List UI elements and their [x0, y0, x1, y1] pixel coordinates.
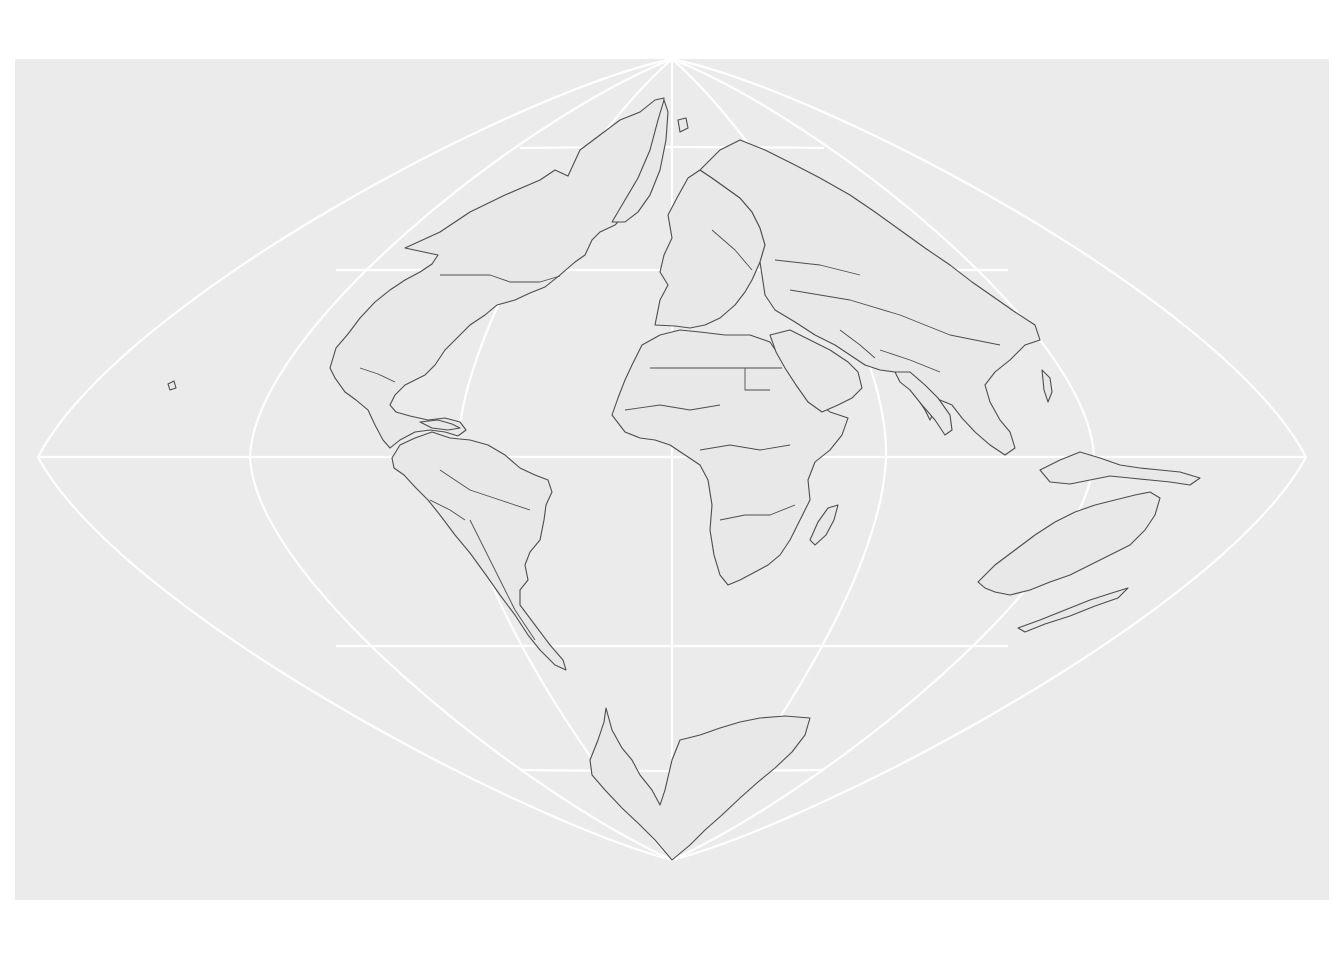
asia — [699, 139, 1041, 456]
border-argentina-chile — [469, 519, 536, 641]
iceland — [677, 117, 689, 133]
border-china-india — [879, 349, 941, 373]
madagascar — [809, 504, 839, 546]
border-canada-usa — [440, 274, 561, 283]
africa — [611, 329, 849, 586]
border-peru-bolivia — [429, 499, 466, 521]
border-iran — [839, 329, 876, 359]
hawaii — [167, 380, 177, 391]
border-kazakhstan — [774, 259, 861, 276]
north-america — [329, 97, 665, 449]
new-zealand — [1017, 587, 1129, 633]
antarctica — [589, 707, 811, 861]
greenland — [611, 99, 669, 223]
border-europe-russia — [711, 229, 753, 271]
border-southern-africa — [719, 504, 796, 521]
south-america — [391, 431, 567, 671]
australia — [977, 491, 1161, 596]
arabian-peninsula — [769, 329, 863, 413]
border-egypt-sudan — [744, 368, 770, 391]
graticule-parallel-high-north — [519, 145, 825, 150]
japan — [1041, 369, 1053, 403]
border-brazil — [439, 469, 531, 511]
indian-subcontinent — [894, 371, 953, 436]
caribbean-islands — [419, 419, 461, 431]
border-west-africa — [624, 404, 721, 411]
border-russia-china — [789, 289, 1001, 346]
land-masses — [167, 97, 1201, 861]
southeast-asia-islands — [1039, 451, 1201, 486]
country-borders — [359, 229, 1001, 641]
border-central-africa — [699, 444, 791, 451]
border-usa-mexico — [359, 367, 396, 383]
